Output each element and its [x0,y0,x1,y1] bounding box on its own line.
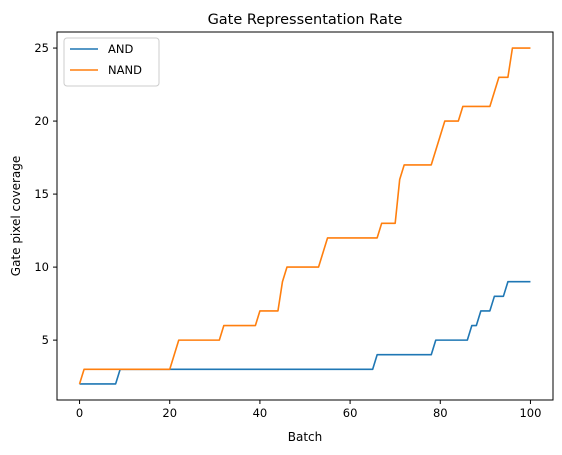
x-tick-label: 20 [162,406,177,420]
x-tick-label: 80 [433,406,448,420]
chart-title: Gate Repressentation Rate [208,12,403,28]
series-line-nand [78,47,531,385]
legend-label-and: AND [108,42,133,56]
y-tick-label: 20 [34,114,49,128]
series-line-and [79,280,531,385]
legend-label-nand: NAND [108,63,142,77]
y-tick-label: 10 [34,260,49,274]
x-tick-label: 100 [519,406,541,420]
y-axis-label: Gate pixel coverage [9,156,23,276]
legend: AND NAND [63,37,160,87]
x-tick-label: 60 [343,406,358,420]
y-tick-label: 5 [42,333,49,347]
x-tick-label: 0 [76,406,83,420]
legend-frame [63,37,160,87]
x-axis-label: Batch [288,430,323,444]
y-tick-label: 15 [34,187,49,201]
y-tick-label: 25 [34,41,49,55]
x-tick-label: 40 [253,406,268,420]
plot-frame [56,31,554,401]
